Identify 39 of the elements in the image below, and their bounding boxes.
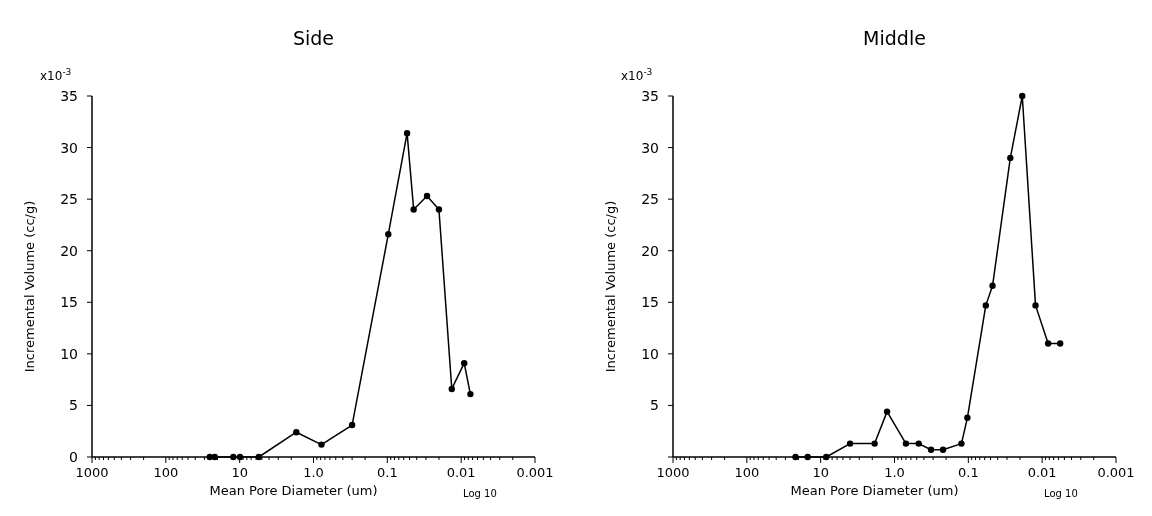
x-axis-title: Mean Pore Diameter (um) [209,483,378,498]
y-tick-label: 20 [60,242,78,259]
x-tick-label: 1000 [656,465,690,480]
x-tick-label: 0.01 [1027,465,1057,480]
x-tick-label: 10 [812,465,829,480]
text: x10$^{-3}$ [621,67,653,83]
x-tick-label: 0.1 [376,465,398,480]
y-tick-label: 10 [60,345,78,362]
text: Log 10 [1044,488,1078,499]
x-tick-label: 100 [734,465,760,480]
y-tick-label: 0 [69,449,78,465]
text: Log 10 [463,488,497,499]
x-tick-label: 1000 [75,465,109,480]
y-tick-label: 15 [641,294,659,311]
y-tick-label: 25 [641,191,659,208]
y-tick-label: 10 [641,345,659,362]
x-tick-label: 0.1 [957,465,979,480]
y-tick-label: 30 [641,139,659,156]
y-axis-title: Incremental Volume (cc/g) [22,200,37,373]
x-tick-label: 0.001 [516,465,554,480]
y-tick-label: 5 [69,397,78,414]
text: x10$^{-3}$ [40,67,72,83]
y-axis-title: Incremental Volume (cc/g) [603,200,618,373]
y-tick-label: 25 [60,191,78,208]
x-tick-label: 1.0 [884,465,905,480]
y-tick-label: 5 [650,397,659,414]
y-tick-label: 20 [641,242,659,259]
x-tick-label: 1.0 [303,465,324,480]
x-axis-title: Mean Pore Diameter (um) [790,483,959,498]
y-tick-label: 15 [60,294,78,311]
x-tick-label: 10 [231,465,248,480]
x-tick-label: 0.001 [1097,465,1135,480]
y-tick-label: 30 [60,139,78,156]
chart-title: Middle [863,27,926,49]
x-tick-label: 100 [153,465,179,480]
y-tick-label: 35 [60,88,78,104]
y-tick-label: 35 [641,88,659,104]
chart-title: Side [292,27,335,49]
x-tick-label: 0.01 [446,465,476,480]
